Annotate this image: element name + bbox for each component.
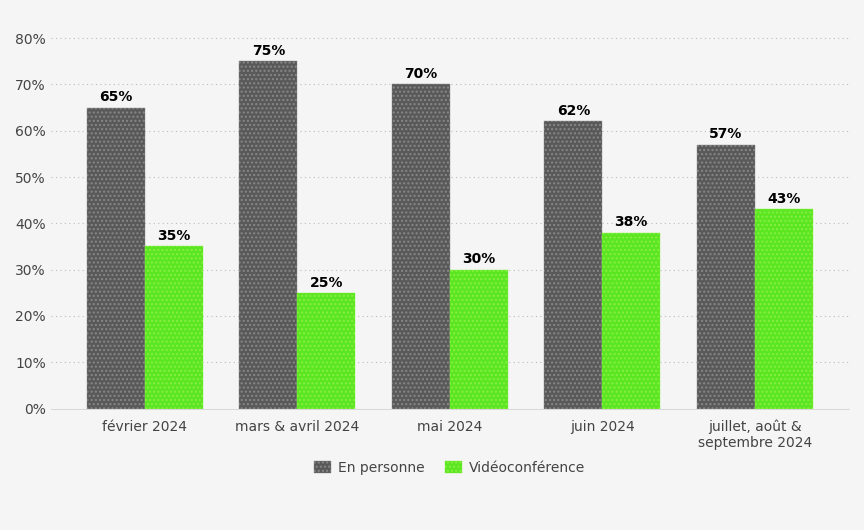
Text: 30%: 30% [462,252,495,267]
Bar [697,145,755,409]
Bar [755,209,813,409]
Bar [602,233,660,409]
Bar [392,84,450,409]
Bar [87,108,145,409]
Bar [239,61,297,409]
Text: 43%: 43% [767,192,800,206]
Bar [544,121,602,409]
Legend: En personne, Vidéoconférence: En personne, Vidéoconférence [308,455,591,480]
Text: 57%: 57% [709,127,742,142]
Text: 38%: 38% [614,215,648,229]
Bar [450,270,508,409]
Text: 70%: 70% [404,67,437,81]
Text: 65%: 65% [99,90,132,104]
Text: 75%: 75% [251,44,285,58]
Text: 62%: 62% [556,104,590,118]
Bar [145,246,203,409]
Text: 25%: 25% [309,276,343,289]
Text: 35%: 35% [157,229,190,243]
Bar [297,293,355,409]
